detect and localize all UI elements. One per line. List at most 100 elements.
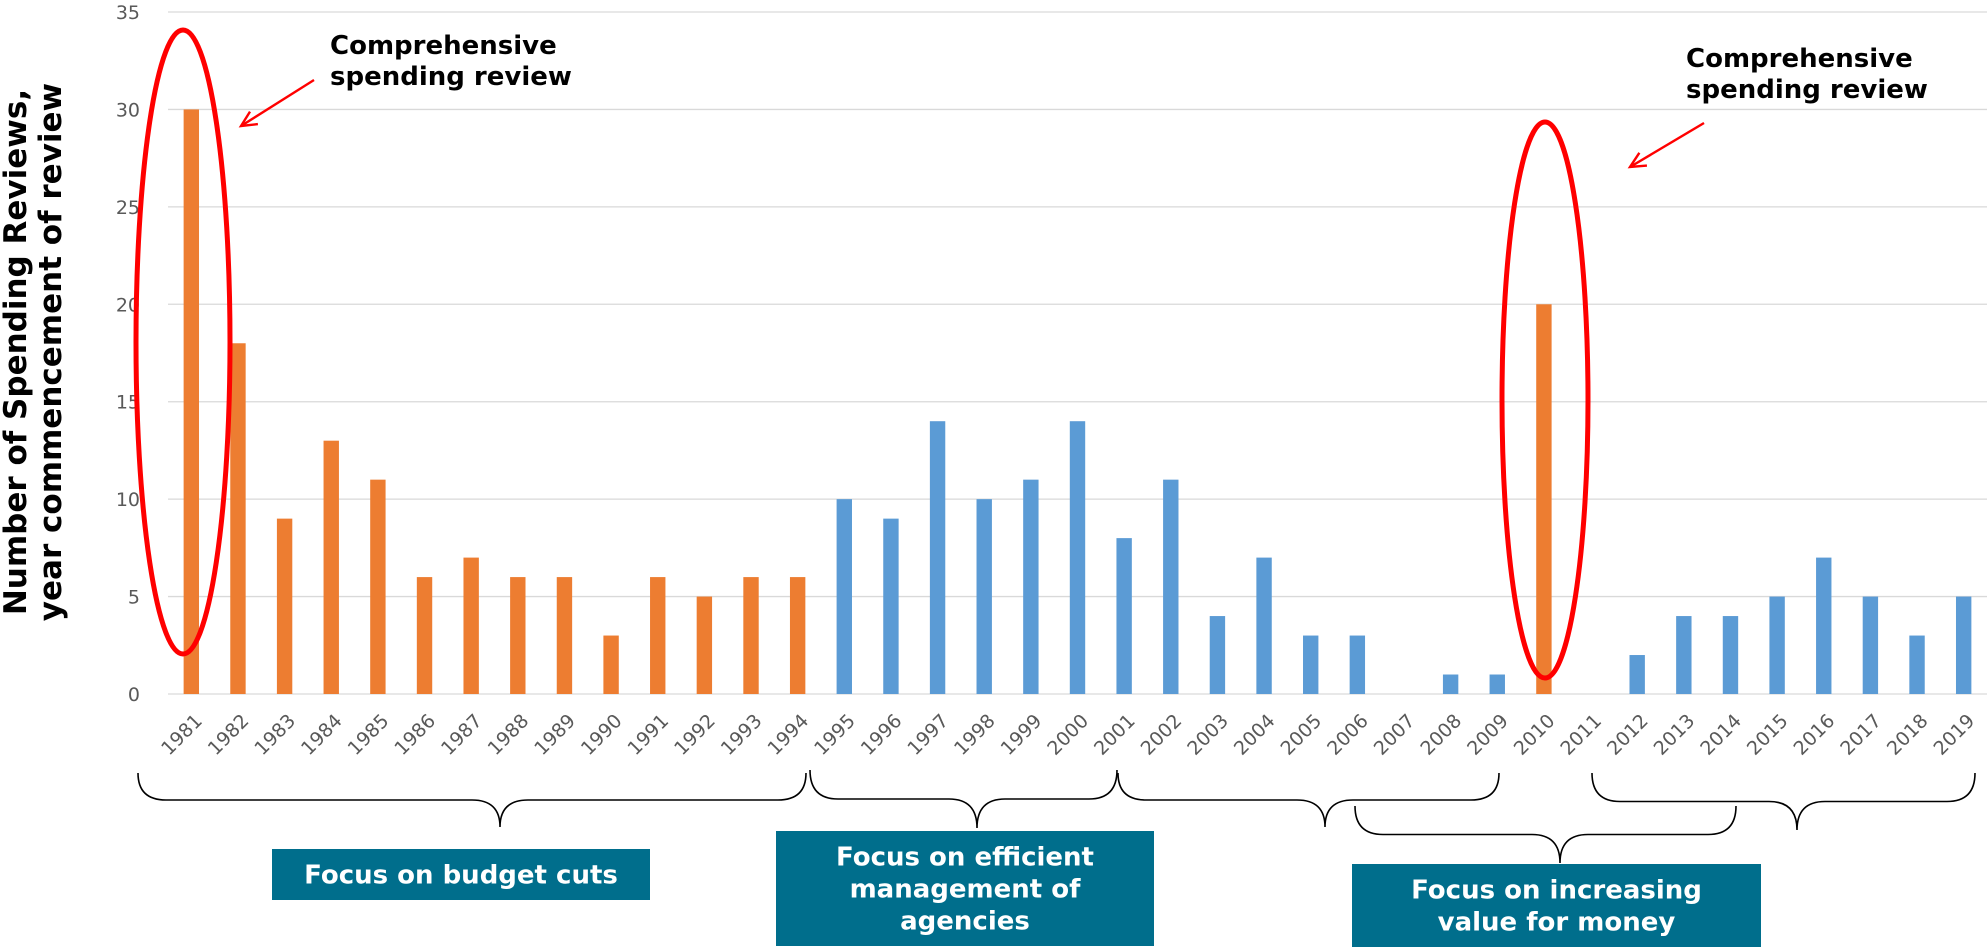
bar <box>883 518 899 694</box>
bar <box>696 596 713 694</box>
y-tick-label: 10 <box>116 489 140 511</box>
bar <box>603 635 619 694</box>
bar <box>1209 616 1226 694</box>
x-tick-label: 1988 <box>484 710 534 760</box>
highlight-annotations: Comprehensive spending reviewComprehensiv… <box>133 27 1928 681</box>
bar <box>370 479 386 694</box>
y-axis-title-line: Number of Spending Reviews, <box>0 89 34 615</box>
x-tick-label: 2012 <box>1603 710 1653 760</box>
x-tick-label: 1993 <box>717 710 767 760</box>
y-tick-label: 25 <box>116 197 140 219</box>
x-tick-label: 1985 <box>344 710 394 760</box>
bar <box>230 343 246 694</box>
bar <box>1303 635 1319 694</box>
arrow-icon <box>240 78 315 128</box>
annotation-comprehensive-review: Comprehensive spending review <box>1686 44 1928 105</box>
period-label: Focus on efficient management of agencies <box>836 843 1094 937</box>
x-tick-label: 2016 <box>1790 710 1840 760</box>
period-label-line: Focus on increasing <box>1411 876 1702 906</box>
curly-brace <box>1354 805 1737 864</box>
curly-brace <box>1117 772 1500 828</box>
curly-brace <box>137 772 807 828</box>
bar <box>1116 538 1132 694</box>
x-tick-label: 2015 <box>1743 710 1793 760</box>
bar <box>1955 596 1972 694</box>
x-tick-label: 1989 <box>530 710 580 760</box>
period-label-line: Focus on efficient <box>836 843 1094 873</box>
annotation-comprehensive-review: Comprehensive spending review <box>330 31 572 92</box>
curly-brace <box>809 769 1118 829</box>
x-tick-label: 1987 <box>437 710 487 760</box>
y-axis-label: Number of Spending Reviews,year commence… <box>0 83 69 621</box>
x-tick-label: 2004 <box>1230 710 1280 760</box>
y-tick-label: 5 <box>128 587 140 609</box>
annotation-line: spending review <box>1686 75 1928 105</box>
x-tick-label: 1986 <box>390 710 440 760</box>
x-tick-label: 2014 <box>1696 710 1746 760</box>
highlight-oval <box>133 27 233 657</box>
x-tick-label: 2009 <box>1463 710 1513 760</box>
x-tick-label: 2005 <box>1276 710 1326 760</box>
x-tick-label: 2000 <box>1043 710 1093 760</box>
period-box <box>776 831 1154 946</box>
period-box <box>272 849 650 900</box>
bar <box>1256 557 1272 694</box>
bar <box>1536 304 1552 694</box>
bar <box>556 577 573 694</box>
bar <box>1816 557 1832 694</box>
bar <box>743 577 759 694</box>
x-tick-label: 1998 <box>950 710 1000 760</box>
annotation-line: Comprehensive <box>1686 44 1913 74</box>
bar <box>416 577 433 694</box>
x-tick-label: 2002 <box>1137 710 1187 760</box>
x-tick-label: 1991 <box>624 710 674 760</box>
bar <box>1442 674 1459 694</box>
annotation-line: Comprehensive <box>330 31 557 61</box>
arrowhead-icon <box>1627 152 1648 169</box>
bar <box>1069 421 1086 694</box>
x-tick-label: 1981 <box>157 710 207 760</box>
x-tick-label: 2011 <box>1556 710 1606 760</box>
bar <box>1629 655 1645 694</box>
bar <box>1163 479 1179 694</box>
y-tick-label: 15 <box>116 392 140 414</box>
x-tick-label: 2017 <box>1836 710 1886 760</box>
bar <box>1023 479 1039 694</box>
arrow-icon <box>1629 121 1705 169</box>
bar <box>276 518 293 694</box>
x-tick-label: 2018 <box>1883 710 1933 760</box>
period-label-line: management of <box>850 875 1082 905</box>
bar <box>1909 635 1925 694</box>
x-tick-label: 1982 <box>204 710 254 760</box>
bar <box>510 577 526 694</box>
x-tick-labels: 1981198219831984198519861987198819891990… <box>157 710 1979 760</box>
x-tick-label: 2001 <box>1090 710 1140 760</box>
curly-brace <box>1591 772 1976 831</box>
x-tick-label: 1997 <box>903 710 953 760</box>
x-tick-label: 2019 <box>1929 710 1979 760</box>
bar <box>836 499 852 694</box>
period-label: Focus on budget cuts <box>304 861 618 891</box>
bar <box>976 499 992 694</box>
period-label-line: Focus on budget cuts <box>304 861 618 891</box>
x-tick-label: 1994 <box>763 710 813 760</box>
x-tick-label: 1984 <box>297 710 347 760</box>
bar <box>1489 674 1505 694</box>
bar <box>789 577 806 694</box>
period-label-line: value for money <box>1438 908 1676 938</box>
arrowhead-icon <box>238 110 259 128</box>
x-tick-label: 1996 <box>857 710 907 760</box>
bar <box>1769 596 1785 694</box>
bar <box>1676 616 1692 694</box>
bars <box>183 109 1972 694</box>
highlight-oval <box>1499 119 1591 681</box>
bar <box>650 577 666 694</box>
x-tick-label: 1995 <box>810 710 860 760</box>
y-tick-label: 30 <box>116 99 140 121</box>
period-label: Focus on increasing value for money <box>1411 876 1702 938</box>
bar <box>463 557 479 694</box>
period-box <box>1352 864 1761 947</box>
bar <box>183 109 200 694</box>
x-tick-label: 1999 <box>997 710 1047 760</box>
